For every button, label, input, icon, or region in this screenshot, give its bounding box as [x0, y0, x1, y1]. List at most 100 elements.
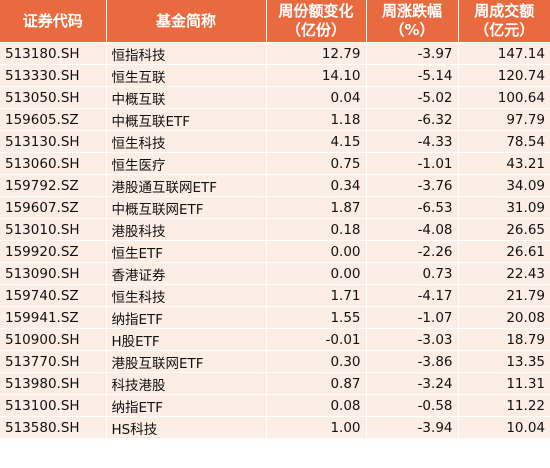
- cell-code: 513010.SH: [0, 218, 107, 241]
- cell-weekly-change: -3.94: [366, 416, 459, 439]
- cell-code: 159920.SZ: [0, 240, 107, 263]
- header-share-change: 周份额变化 （亿份）: [266, 0, 367, 43]
- table-row: 513100.SH 纳指ETF 0.08 -0.58 11.22: [0, 394, 550, 417]
- table-row: 159740.SZ 恒生科技 1.71 -4.17 21.79: [0, 284, 550, 307]
- header-name: 基金简称: [106, 0, 267, 43]
- cell-turnover: 11.31: [458, 372, 550, 395]
- cell-weekly-change: -3.03: [366, 328, 459, 351]
- cell-weekly-change: -1.07: [366, 306, 459, 329]
- cell-name: H股ETF: [106, 328, 267, 351]
- header-turnover-line1: 周成交额: [474, 2, 535, 20]
- cell-weekly-change: -4.33: [366, 130, 459, 153]
- header-turnover: 周成交额 （亿元）: [458, 0, 550, 43]
- cell-share-change: 1.00: [266, 416, 367, 439]
- cell-share-change: 14.10: [266, 64, 367, 87]
- cell-name: 香港证券: [106, 262, 267, 285]
- header-weekly-change: 周涨跌幅 （%）: [366, 0, 459, 43]
- cell-turnover: 13.35: [458, 350, 550, 373]
- cell-code: 159792.SZ: [0, 174, 107, 197]
- cell-weekly-change: -2.26: [366, 240, 459, 263]
- table-row: 510900.SH H股ETF -0.01 -3.03 18.79: [0, 328, 550, 351]
- table-row: 513050.SH 中概互联 0.04 -5.02 100.64: [0, 86, 550, 109]
- table-row: 159941.SZ 纳指ETF 1.55 -1.07 20.08: [0, 306, 550, 329]
- table-row: 513180.SH 恒指科技 12.79 -3.97 147.14: [0, 42, 550, 65]
- cell-turnover: 20.08: [458, 306, 550, 329]
- table-row: 513130.SH 恒生科技 4.15 -4.33 78.54: [0, 130, 550, 153]
- cell-name: 恒生科技: [106, 284, 267, 307]
- cell-code: 159740.SZ: [0, 284, 107, 307]
- header-turnover-line2: （亿元）: [474, 21, 535, 39]
- cell-code: 513090.SH: [0, 262, 107, 285]
- cell-code: 159607.SZ: [0, 196, 107, 219]
- table-row: 513980.SH 科技港股 0.87 -3.24 11.31: [0, 372, 550, 395]
- header-code: 证券代码: [0, 0, 107, 43]
- cell-share-change: 4.15: [266, 130, 367, 153]
- table-row: 513060.SH 恒生医疗 0.75 -1.01 43.21: [0, 152, 550, 175]
- cell-code: 513770.SH: [0, 350, 107, 373]
- table-row: 513330.SH 恒生互联 14.10 -5.14 120.74: [0, 64, 550, 87]
- cell-name: 恒生ETF: [106, 240, 267, 263]
- table-header: 证券代码 基金简称 周份额变化 （亿份） 周涨跌幅 （%） 周成交额 （亿元）: [0, 0, 550, 43]
- cell-share-change: 1.18: [266, 108, 367, 131]
- cell-turnover: 97.79: [458, 108, 550, 131]
- cell-turnover: 43.21: [458, 152, 550, 175]
- header-row: 证券代码 基金简称 周份额变化 （亿份） 周涨跌幅 （%） 周成交额 （亿元）: [0, 0, 550, 43]
- header-weekly-change-line2: （%）: [389, 21, 435, 39]
- cell-code: 159605.SZ: [0, 108, 107, 131]
- table-row: 159920.SZ 恒生ETF 0.00 -2.26 26.61: [0, 240, 550, 263]
- cell-name: 港股互联网ETF: [106, 350, 267, 373]
- table-row: 513010.SH 港股科技 0.18 -4.08 26.65: [0, 218, 550, 241]
- cell-turnover: 11.22: [458, 394, 550, 417]
- cell-turnover: 26.61: [458, 240, 550, 263]
- cell-weekly-change: -6.32: [366, 108, 459, 131]
- cell-name: 恒指科技: [106, 42, 267, 65]
- header-share-change-line2: （亿份）: [285, 21, 346, 39]
- cell-weekly-change: -3.97: [366, 42, 459, 65]
- cell-turnover: 120.74: [458, 64, 550, 87]
- cell-turnover: 31.09: [458, 196, 550, 219]
- cell-weekly-change: -5.14: [366, 64, 459, 87]
- cell-name: 恒生科技: [106, 130, 267, 153]
- cell-weekly-change: -6.53: [366, 196, 459, 219]
- cell-share-change: -0.01: [266, 328, 367, 351]
- cell-turnover: 34.09: [458, 174, 550, 197]
- header-share-change-line1: 周份额变化: [278, 2, 354, 20]
- cell-weekly-change: -3.24: [366, 372, 459, 395]
- cell-code: 513330.SH: [0, 64, 107, 87]
- cell-name: 中概互联: [106, 86, 267, 109]
- cell-weekly-change: -4.17: [366, 284, 459, 307]
- cell-share-change: 0.18: [266, 218, 367, 241]
- cell-name: HS科技: [106, 416, 267, 439]
- cell-turnover: 18.79: [458, 328, 550, 351]
- cell-share-change: 12.79: [266, 42, 367, 65]
- cell-share-change: 1.71: [266, 284, 367, 307]
- cell-weekly-change: -1.01: [366, 152, 459, 175]
- cell-name: 中概互联网ETF: [106, 196, 267, 219]
- cell-share-change: 0.04: [266, 86, 367, 109]
- cell-weekly-change: -0.58: [366, 394, 459, 417]
- cell-code: 513050.SH: [0, 86, 107, 109]
- cell-share-change: 0.75: [266, 152, 367, 175]
- cell-weekly-change: -5.02: [366, 86, 459, 109]
- cell-turnover: 147.14: [458, 42, 550, 65]
- cell-code: 513060.SH: [0, 152, 107, 175]
- cell-share-change: 0.08: [266, 394, 367, 417]
- cell-name: 港股通互联网ETF: [106, 174, 267, 197]
- cell-code: 513180.SH: [0, 42, 107, 65]
- table-row: 513090.SH 香港证券 0.00 0.73 22.43: [0, 262, 550, 285]
- cell-weekly-change: -3.86: [366, 350, 459, 373]
- cell-weekly-change: 0.73: [366, 262, 459, 285]
- cell-weekly-change: -3.76: [366, 174, 459, 197]
- cell-share-change: 0.00: [266, 240, 367, 263]
- cell-share-change: 0.00: [266, 262, 367, 285]
- cell-name: 恒生医疗: [106, 152, 267, 175]
- table-body: 513180.SH 恒指科技 12.79 -3.97 147.14 513330.SH 恒生…: [0, 42, 550, 439]
- cell-code: 513100.SH: [0, 394, 107, 417]
- cell-share-change: 0.30: [266, 350, 367, 373]
- cell-code: 513580.SH: [0, 416, 107, 439]
- cell-code: 513130.SH: [0, 130, 107, 153]
- cell-turnover: 100.64: [458, 86, 550, 109]
- cell-share-change: 1.87: [266, 196, 367, 219]
- table-row: 513580.SH HS科技 1.00 -3.94 10.04: [0, 416, 550, 439]
- fund-table: 证券代码 基金简称 周份额变化 （亿份） 周涨跌幅 （%） 周成交额 （亿元） 513…: [0, 0, 550, 439]
